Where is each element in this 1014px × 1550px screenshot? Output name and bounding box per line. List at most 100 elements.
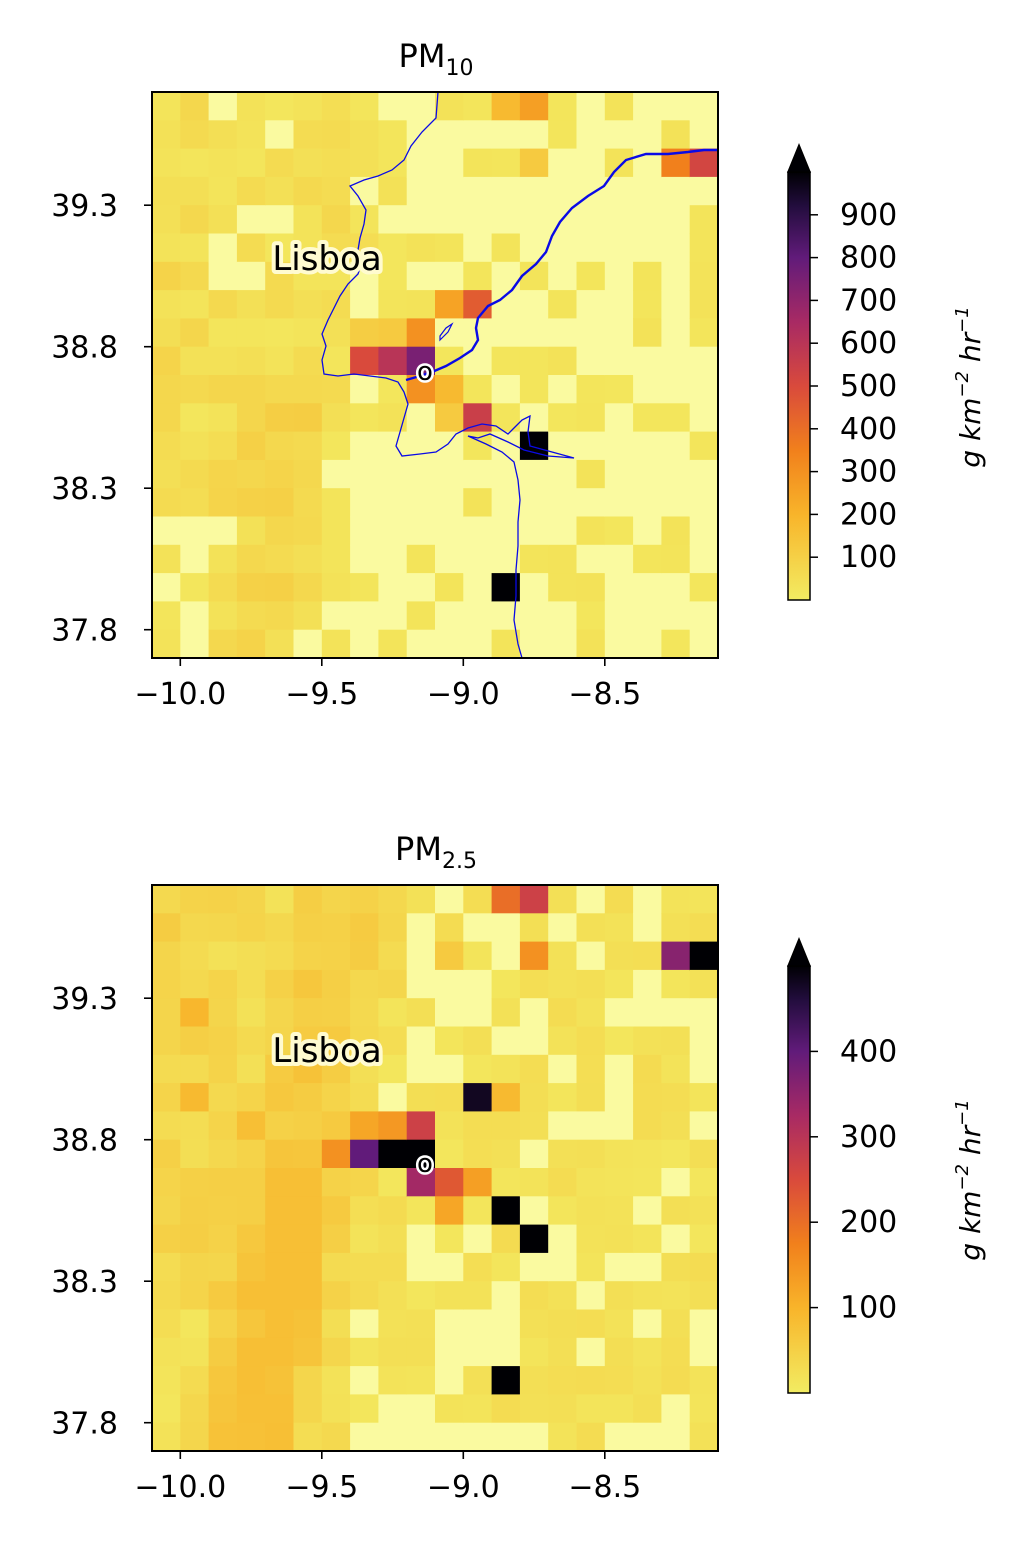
- heatmap-cell: [633, 318, 662, 348]
- heatmap-cell: [661, 318, 691, 348]
- y-tick-label: 38.3: [51, 1265, 118, 1300]
- heatmap-cell: [236, 1168, 266, 1197]
- heatmap-cell: [180, 1224, 210, 1254]
- heatmap-cell: [463, 148, 493, 178]
- heatmap-cell: [406, 1422, 436, 1451]
- heatmap-cell: [689, 1054, 718, 1084]
- heatmap-cell: [435, 1394, 464, 1424]
- heatmap-cell: [265, 1083, 295, 1112]
- heatmap-cell: [265, 1054, 295, 1084]
- heatmap-cell: [406, 544, 436, 574]
- colorbar-tick-label: 300: [840, 1120, 897, 1155]
- heatmap-cell: [689, 92, 718, 121]
- heatmap-cell: [236, 92, 266, 121]
- heatmap-cell: [576, 431, 606, 461]
- heatmap-cell: [633, 431, 662, 461]
- heatmap-cell: [236, 1422, 266, 1451]
- colorbar-tick-label: 800: [840, 241, 897, 276]
- heatmap-cell: [633, 261, 662, 291]
- heatmap-cell: [321, 403, 351, 433]
- heatmap-cell: [689, 1083, 718, 1112]
- colorbar-label-pm25: g km−2 hr−1: [952, 1099, 987, 1260]
- heatmap-cell: [406, 290, 436, 319]
- heatmap-cell: [265, 431, 295, 461]
- heatmap-cell: [463, 601, 493, 631]
- heatmap-cell: [321, 233, 351, 263]
- heatmap-cell: [604, 205, 634, 235]
- heatmap-cell: [435, 205, 464, 235]
- heatmap-cell: [576, 544, 606, 574]
- heatmap-cell: [604, 403, 634, 433]
- heatmap-cell: [548, 488, 578, 518]
- heatmap-cell: [491, 885, 521, 914]
- heatmap-cell: [435, 629, 464, 658]
- axes-ticks-pm25: −10.0 −9.5 −9.0 −8.5 39.3 38.8 38.3 37.8: [51, 982, 641, 1505]
- heatmap-cell: [208, 573, 238, 602]
- heatmap-cell: [519, 431, 549, 461]
- colorbar-tick-label: 600: [840, 326, 897, 361]
- heatmap-cell: [208, 92, 238, 121]
- heatmap-cell: [661, 1394, 691, 1424]
- heatmap-cell: [236, 885, 266, 914]
- heatmap-cell: [689, 1196, 718, 1226]
- heatmap-cell: [152, 1083, 181, 1112]
- heatmap-cell: [463, 92, 493, 121]
- heatmap-cell: [378, 92, 408, 121]
- x-tick-label: −10.0: [134, 1470, 226, 1505]
- heatmap-cell: [180, 1394, 210, 1424]
- title-pm25: PM2.5: [395, 830, 477, 874]
- heatmap-cell: [152, 403, 181, 433]
- heatmap-cell: [208, 1252, 238, 1282]
- heatmap-cell: [293, 516, 323, 546]
- heatmap-cell: [293, 1309, 323, 1339]
- heatmap-cell: [293, 1394, 323, 1424]
- heatmap-cell: [236, 544, 266, 574]
- heatmap-cell: [491, 1196, 521, 1226]
- heatmap-cell: [293, 941, 323, 971]
- heatmap-cell: [236, 573, 266, 602]
- heatmap-cell: [463, 1083, 493, 1112]
- heatmap-cell: [152, 1309, 181, 1339]
- heatmap-cell: [661, 885, 691, 914]
- heatmap-cell: [604, 176, 634, 206]
- heatmap-cell: [350, 148, 379, 178]
- heatmap-cell: [689, 629, 718, 658]
- heatmap-cell: [661, 1111, 691, 1141]
- heatmap-cell: [321, 92, 351, 121]
- heatmap-cell: [463, 375, 493, 404]
- heatmap-cell: [236, 375, 266, 404]
- heatmap-cell: [548, 1337, 578, 1367]
- heatmap-cell: [519, 1168, 549, 1197]
- heatmap-cell: [548, 176, 578, 206]
- heatmap-cell: [152, 1337, 181, 1367]
- heatmap-cell: [293, 205, 323, 235]
- heatmap-cell: [661, 544, 691, 574]
- heatmap-cell: [689, 1309, 718, 1339]
- heatmap-cell: [435, 148, 464, 178]
- heatmap-cell: [406, 120, 436, 150]
- heatmap-cell: [435, 92, 464, 121]
- heatmap-cell: [576, 148, 606, 178]
- heatmap-cell: [236, 1394, 266, 1424]
- heatmap-cell: [604, 1224, 634, 1254]
- heatmap-cell: [406, 1111, 436, 1141]
- heatmap-cell: [661, 290, 691, 319]
- heatmap-cell: [152, 92, 181, 121]
- heatmap-cell: [180, 1252, 210, 1282]
- heatmap-cell: [350, 1026, 379, 1056]
- heatmap-cell: [208, 885, 238, 914]
- heatmap-cell: [236, 261, 266, 291]
- heatmap-cell: [378, 1422, 408, 1451]
- heatmap-cell: [604, 913, 634, 943]
- heatmap-cell: [576, 1337, 606, 1367]
- heatmap-cell: [321, 120, 351, 150]
- heatmap-cell: [406, 1224, 436, 1254]
- heatmap-cell: [689, 488, 718, 518]
- heatmap-cell: [152, 375, 181, 404]
- heatmap-cell: [604, 261, 634, 291]
- heatmap-cell: [321, 601, 351, 631]
- heatmap-cell: [689, 1337, 718, 1367]
- x-tick-label: −9.0: [427, 1470, 500, 1505]
- heatmap-cell: [406, 375, 436, 404]
- heatmap-cell: [236, 120, 266, 150]
